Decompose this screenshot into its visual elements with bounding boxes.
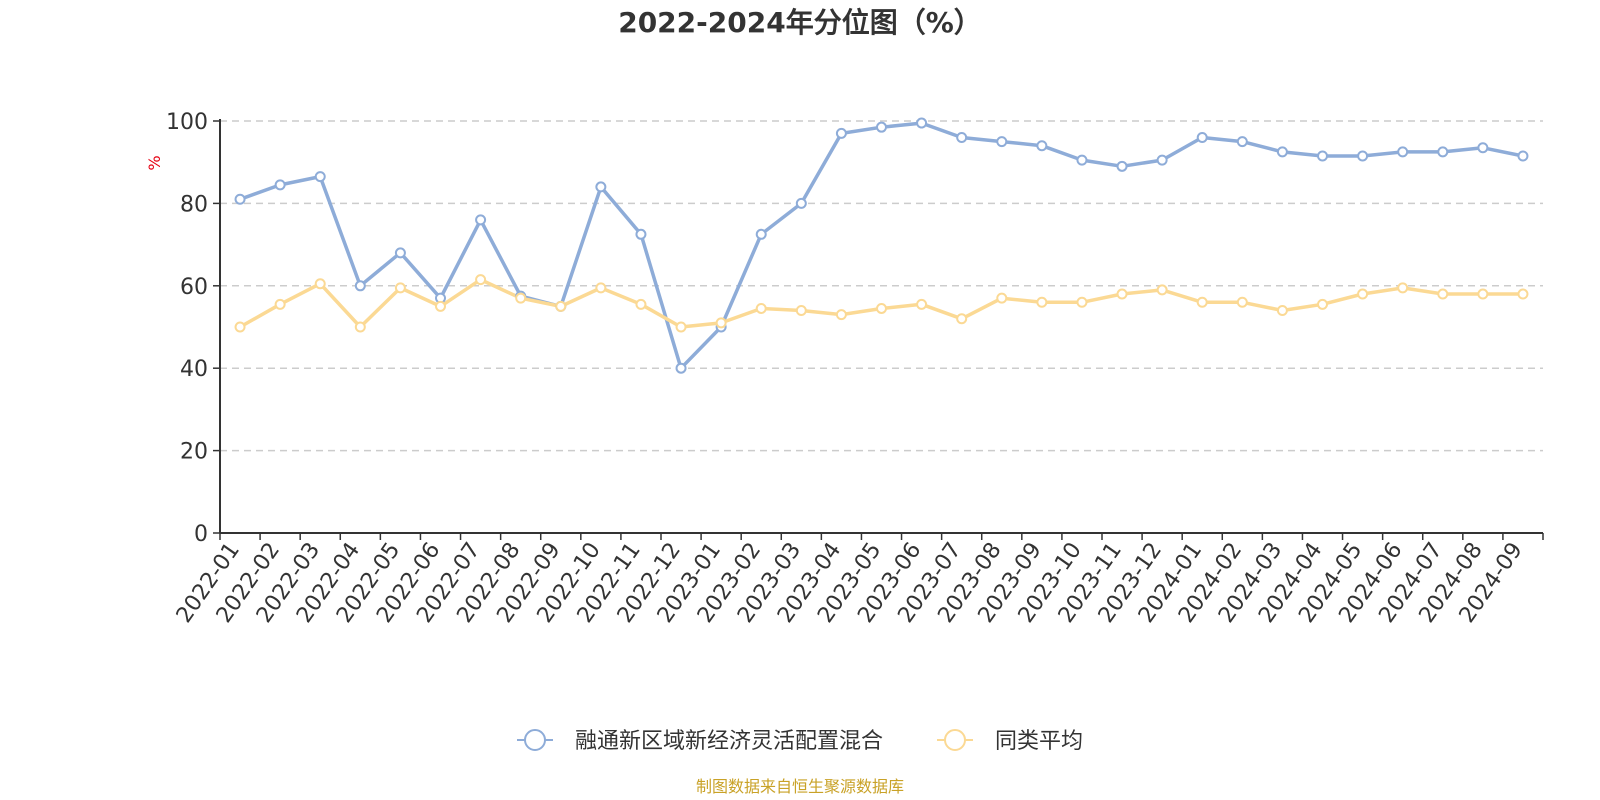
series-1-point-18[interactable] [956,131,968,143]
y-tick-label-2: 40 [180,357,208,382]
series-2-point-9[interactable] [595,282,607,294]
series-2-point-2[interactable] [314,278,326,290]
data-source-note: 制图数据来自恒生聚源数据库 [696,777,904,796]
series-1-point-15[interactable] [835,127,847,139]
series-1-point-29[interactable] [1397,146,1409,158]
series-1-point-17[interactable] [916,117,928,129]
series-1-point-19[interactable] [996,136,1008,148]
series-2-point-8[interactable] [555,300,567,312]
series-2-point-13[interactable] [755,302,767,314]
series-2-point-16[interactable] [876,302,887,314]
series-2-point-22[interactable] [1116,288,1128,300]
series-1-point-32[interactable] [1517,150,1529,162]
y-tick-label-4: 80 [180,192,208,217]
series-2-point-25[interactable] [1236,296,1248,308]
series [234,117,1529,374]
y-tick-label-3: 60 [180,275,208,300]
legend-series-2-marker [944,729,966,751]
legend-series-1-label: 融通新区域新经济灵活配置混合 [575,729,883,754]
series-1-point-31[interactable] [1477,142,1489,154]
y-tick-label-0: 0 [194,522,208,547]
series-2-point-19[interactable] [996,292,1008,304]
series-1-point-4[interactable] [394,247,406,259]
y-tick-label-5: 100 [166,110,208,135]
series-1-point-22[interactable] [1116,160,1128,172]
series-2-point-4[interactable] [394,282,406,294]
series-2-point-21[interactable] [1076,296,1088,308]
series-1-point-20[interactable] [1036,140,1048,152]
legend-item-series-1[interactable]: 融通新区域新经济灵活配置混合 [517,729,883,754]
series-1-point-1[interactable] [274,179,286,191]
legend[interactable]: 融通新区域新经济灵活配置混合 同类平均 [517,729,1083,754]
series-2-point-7[interactable] [515,292,527,304]
series-2-point-0[interactable] [234,321,246,333]
series-2-point-6[interactable] [475,274,487,286]
series-1-point-11[interactable] [675,362,687,374]
axes [213,119,1544,540]
series-1-point-21[interactable] [1076,154,1088,166]
y-axis-label: % [145,155,164,170]
series-line-1 [239,121,1524,370]
series-2-point-27[interactable] [1317,298,1328,310]
series-2-point-26[interactable] [1276,305,1288,317]
series-2-point-18[interactable] [956,313,968,325]
series-1-point-26[interactable] [1276,146,1288,158]
series-1-point-0[interactable] [234,193,246,205]
series-2-point-3[interactable] [354,321,366,333]
series-1-point-16[interactable] [876,121,887,133]
series-2-point-30[interactable] [1437,288,1449,300]
series-2-point-14[interactable] [795,305,807,317]
series-2-point-12[interactable] [715,317,727,329]
series-1-point-23[interactable] [1156,154,1168,166]
series-1-point-25[interactable] [1236,136,1248,148]
series-2-point-31[interactable] [1477,288,1489,300]
legend-series-1-marker [524,729,546,751]
chart-title: 2022-2024年分位图（%） [618,6,982,39]
series-2-point-32[interactable] [1517,288,1529,300]
series-1-point-24[interactable] [1196,131,1208,143]
legend-item-series-2[interactable]: 同类平均 [937,729,1083,754]
series-2-point-29[interactable] [1397,282,1409,294]
legend-series-2-label: 同类平均 [995,729,1083,754]
series-1-point-13[interactable] [755,228,767,240]
series-2-point-20[interactable] [1036,296,1048,308]
series-2-point-24[interactable] [1196,296,1208,308]
series-2-point-5[interactable] [435,300,446,312]
series-1-point-28[interactable] [1357,150,1369,162]
series-1-point-9[interactable] [595,181,607,193]
series-2-point-28[interactable] [1357,288,1369,300]
series-1-point-3[interactable] [354,280,366,292]
x-tick-labels: 2022-012022-022022-032022-042022-052022-… [172,538,1528,628]
series-1-point-6[interactable] [475,214,487,226]
series-1-point-10[interactable] [635,228,647,240]
series-1-point-30[interactable] [1437,146,1449,158]
series-1-point-27[interactable] [1317,150,1328,162]
y-tick-label-1: 20 [180,440,208,465]
grid-lines [220,120,1543,452]
series-2-point-11[interactable] [675,321,687,333]
series-2-point-17[interactable] [916,298,928,310]
series-2-point-23[interactable] [1156,284,1168,296]
series-2-point-15[interactable] [835,309,847,321]
series-2-point-10[interactable] [635,298,647,310]
y-tick-labels: 0 20 40 60 80 100 [166,110,208,547]
series-1-point-14[interactable] [795,197,807,209]
series-1-point-2[interactable] [314,171,326,183]
series-2-point-1[interactable] [274,298,286,310]
